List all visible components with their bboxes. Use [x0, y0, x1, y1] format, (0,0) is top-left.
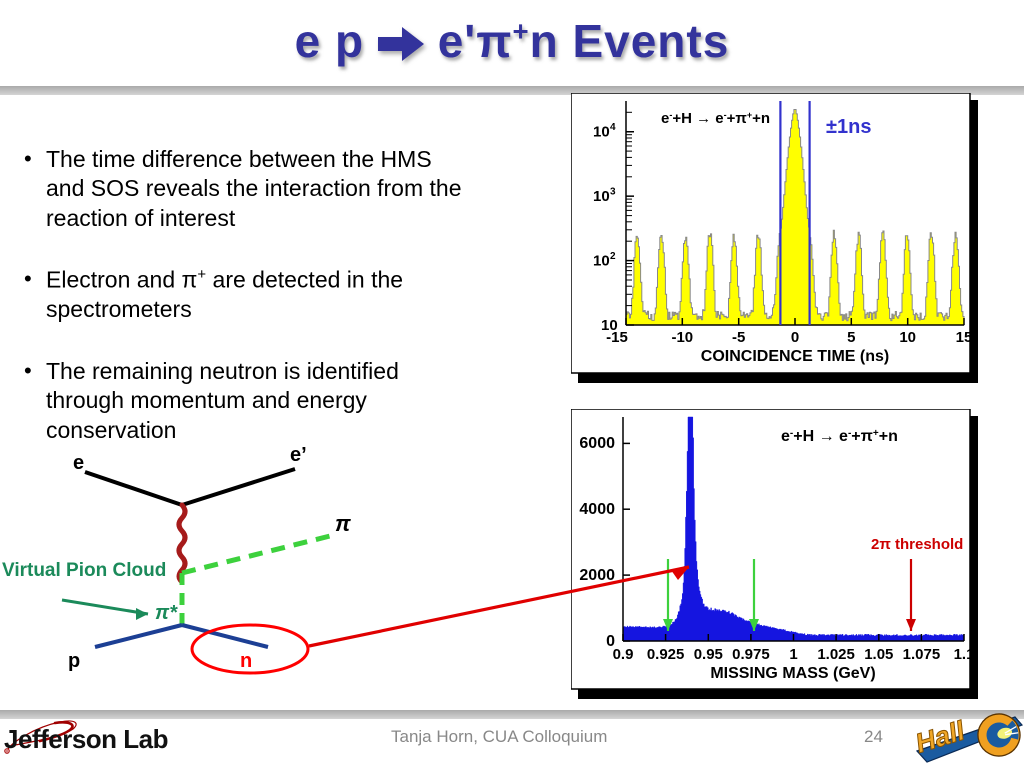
- svg-text:2π threshold: 2π threshold: [871, 536, 963, 553]
- svg-text:1.05: 1.05: [864, 646, 893, 663]
- svg-text:2: 2: [610, 251, 616, 262]
- svg-text:-10: -10: [671, 329, 693, 346]
- svg-text:p: p: [68, 650, 80, 672]
- svg-text:0: 0: [791, 329, 799, 346]
- svg-text:10: 10: [593, 253, 610, 270]
- svg-text:6000: 6000: [579, 435, 615, 452]
- svg-text:e: e: [73, 452, 84, 474]
- svg-text:n: n: [240, 650, 252, 672]
- svg-text:10: 10: [593, 188, 610, 205]
- svg-text:15: 15: [956, 329, 971, 346]
- svg-text:e-+H → e-+π++n: e-+H → e-+π++n: [661, 110, 770, 127]
- svg-text:π*: π*: [155, 602, 178, 624]
- svg-text:5: 5: [847, 329, 855, 346]
- svg-text:e’: e’: [290, 444, 307, 466]
- svg-text:-15: -15: [606, 329, 628, 346]
- svg-text:e-+H → e-+π++n: e-+H → e-+π++n: [781, 428, 898, 446]
- svg-text:0.925: 0.925: [647, 646, 685, 663]
- svg-text:Hall: Hall: [915, 715, 969, 758]
- svg-text:10: 10: [593, 124, 610, 141]
- svg-text:1.1: 1.1: [954, 646, 971, 663]
- svg-text:-5: -5: [732, 329, 745, 346]
- svg-text:1.025: 1.025: [817, 646, 855, 663]
- svg-text:π: π: [335, 511, 351, 536]
- svg-text:0.975: 0.975: [732, 646, 770, 663]
- svg-text:MISSING MASS (GeV): MISSING MASS (GeV): [710, 665, 875, 682]
- svg-text:1: 1: [789, 646, 797, 663]
- svg-text:3: 3: [610, 187, 616, 198]
- svg-text:±1ns: ±1ns: [826, 116, 871, 138]
- svg-text:COINCIDENCE TIME (ns): COINCIDENCE TIME (ns): [701, 348, 889, 365]
- svg-text:0.9: 0.9: [613, 646, 634, 663]
- svg-text:Virtual Pion Cloud: Virtual Pion Cloud: [2, 560, 166, 581]
- svg-text:10: 10: [899, 329, 916, 346]
- svg-text:4: 4: [610, 122, 616, 133]
- svg-text:0.95: 0.95: [694, 646, 723, 663]
- svg-text:1.075: 1.075: [903, 646, 941, 663]
- svg-text:2000: 2000: [579, 567, 615, 584]
- svg-text:4000: 4000: [579, 501, 615, 518]
